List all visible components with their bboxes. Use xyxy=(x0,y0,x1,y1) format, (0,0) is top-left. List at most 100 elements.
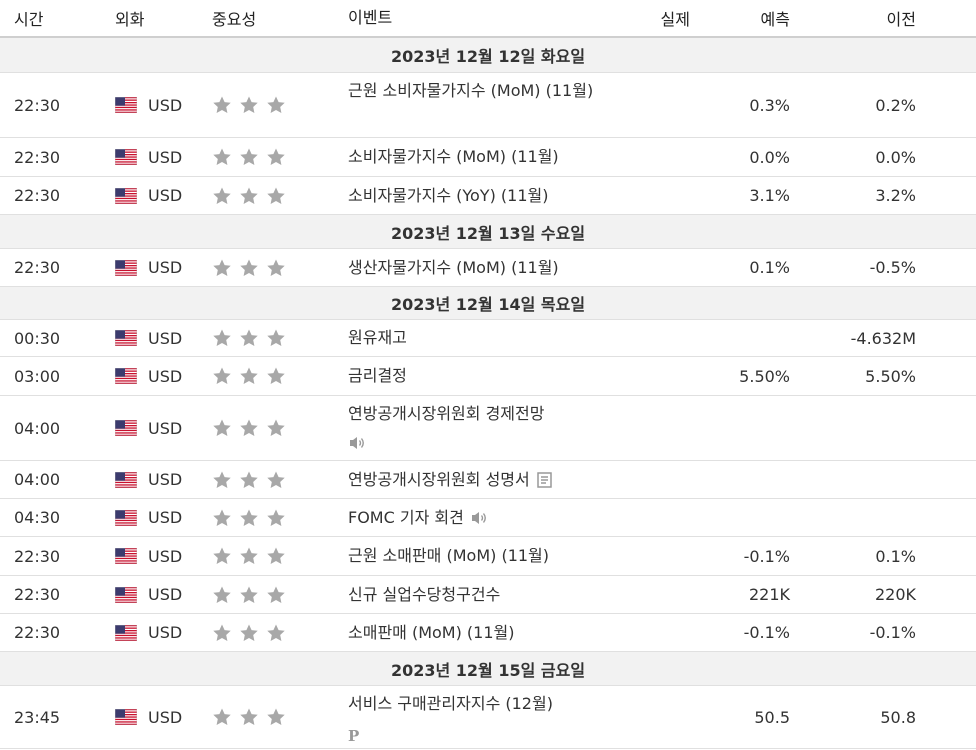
column-header: 외화 xyxy=(115,10,145,29)
flag xyxy=(115,249,137,286)
currency: USD xyxy=(148,328,183,348)
currency: USD xyxy=(148,707,183,727)
date-label: 2023년 12월 12일 화요일 xyxy=(390,47,586,66)
flag xyxy=(115,138,137,176)
forecast: 50.5 xyxy=(754,707,790,727)
audio-icon xyxy=(471,512,486,524)
previous: 5.50% xyxy=(865,366,916,386)
time: 22:30 xyxy=(14,546,61,566)
flag xyxy=(115,320,137,356)
forecast: 0.0% xyxy=(749,147,790,167)
date-row: 2023년 12월 15일 금요일 xyxy=(0,652,976,686)
importance-stars xyxy=(212,576,293,613)
date-row: 2023년 12월 12일 화요일 xyxy=(0,38,976,73)
currency: USD xyxy=(148,508,183,527)
time: 22:30 xyxy=(14,186,61,205)
importance-stars xyxy=(212,138,293,176)
event-cell: 연방공개시장위원회 경제전망 xyxy=(348,396,610,460)
time: 03:00 xyxy=(14,366,61,386)
audio-icon xyxy=(350,436,364,449)
event-name: 소매판매 (MoM) (11월) xyxy=(348,622,515,642)
flag xyxy=(115,73,137,137)
date-label: 2023년 12월 15일 금요일 xyxy=(390,660,586,680)
event-row: 22:30 USD 근원 소비자물가지수 (MoM) (11월) 0.3% 0.2% xyxy=(0,73,976,138)
event-cell: 연방공개시장위원회 성명서 xyxy=(348,461,610,498)
event-name: 서비스 구매관리자지수 (12월) xyxy=(348,694,553,713)
currency: USD xyxy=(148,418,183,438)
currency: USD xyxy=(148,186,183,205)
previous: 3.2% xyxy=(875,186,916,205)
flag xyxy=(115,461,137,498)
importance-stars xyxy=(212,614,293,651)
event-cell: 금리결정 xyxy=(348,357,610,395)
previous: 0.0% xyxy=(875,147,916,167)
forecast: 5.50% xyxy=(739,366,790,386)
flag xyxy=(115,357,137,395)
event-row: 22:30 USD 소비자물가지수 (MoM) (11월) 0.0% 0.0% xyxy=(0,138,976,177)
importance-stars xyxy=(212,537,293,575)
flag xyxy=(115,177,137,214)
event-row: 22:30 USD 신규 실업수당청구건수 221K 220K xyxy=(0,576,976,614)
currency: USD xyxy=(148,147,183,167)
event-row: 23:45 USD 서비스 구매관리자지수 (12월) P 50.5 50.8 xyxy=(0,686,976,749)
flag xyxy=(115,614,137,651)
event-row: 22:30 USD 소매판매 (MoM) (11월) -0.1% -0.1% xyxy=(0,614,976,652)
importance-stars xyxy=(212,73,293,137)
previous: 0.1% xyxy=(875,546,916,566)
previous: 220K xyxy=(874,585,916,604)
event-cell: 원유재고 xyxy=(348,320,610,356)
event-cell: 신규 실업수당청구건수 xyxy=(348,576,610,613)
importance-stars xyxy=(212,461,293,498)
event-cell: FOMC 기자 회견 xyxy=(348,499,610,536)
event-cell: 서비스 구매관리자지수 (12월) P xyxy=(348,686,610,748)
currency: USD xyxy=(148,623,183,642)
currency: USD xyxy=(148,366,183,386)
flag xyxy=(115,499,137,536)
event-name: 연방공개시장위원회 성명서 xyxy=(348,469,530,489)
previous: 0.2% xyxy=(875,95,916,115)
column-header: 중요성 xyxy=(212,10,257,29)
date-row: 2023년 12월 14일 목요일 xyxy=(0,287,976,320)
time: 04:00 xyxy=(14,418,61,438)
event-name: 소비자물가지수 (MoM) (11월) xyxy=(348,147,559,166)
event-row: 04:00 USD 연방공개시장위원회 경제전망 xyxy=(0,396,976,461)
preliminary-mark: P xyxy=(348,727,360,745)
time: 22:30 xyxy=(14,258,61,277)
event-row: 03:00 USD 금리결정 5.50% 5.50% xyxy=(0,357,976,396)
event-name: 소비자물가지수 (YoY) (11월) xyxy=(348,185,549,205)
forecast: 3.1% xyxy=(749,186,790,205)
forecast: 0.3% xyxy=(749,95,790,115)
currency: USD xyxy=(148,258,183,277)
importance-stars xyxy=(212,396,293,460)
column-header: 실제 xyxy=(660,10,690,29)
event-name: 금리결정 xyxy=(348,366,407,385)
event-name: 근원 소비자물가지수 (MoM) (11월) xyxy=(348,81,594,100)
importance-stars xyxy=(212,177,293,214)
flag xyxy=(115,396,137,460)
importance-stars xyxy=(212,686,293,748)
event-row: 04:30 USD FOMC 기자 회견 xyxy=(0,499,976,537)
date-row: 2023년 12월 13일 수요일 xyxy=(0,215,976,249)
event-name: 생산자물가지수 (MoM) (11월) xyxy=(348,257,559,277)
event-name: FOMC 기자 회견 xyxy=(348,507,464,527)
forecast: -0.1% xyxy=(743,546,790,566)
flag xyxy=(115,686,137,748)
event-name: 신규 실업수당청구건수 xyxy=(348,584,501,604)
currency: USD xyxy=(148,95,183,115)
event-row: 22:30 USD 소비자물가지수 (YoY) (11월) 3.1% 3.2% xyxy=(0,177,976,215)
event-row: 22:30 USD 생산자물가지수 (MoM) (11월) 0.1% -0.5% xyxy=(0,249,976,287)
previous: -0.1% xyxy=(869,623,916,642)
time: 22:30 xyxy=(14,95,61,115)
time: 04:30 xyxy=(14,508,61,527)
event-cell: 소비자물가지수 (YoY) (11월) xyxy=(348,177,610,214)
forecast: -0.1% xyxy=(743,623,790,642)
importance-stars xyxy=(212,357,293,395)
header-row: 시간 외화 중요성 이벤트 실제 예측 이전 xyxy=(0,0,976,38)
column-header: 시간 xyxy=(14,10,44,29)
time: 04:00 xyxy=(14,470,61,489)
time: 23:45 xyxy=(14,707,61,727)
event-cell: 생산자물가지수 (MoM) (11월) xyxy=(348,249,610,286)
previous: 50.8 xyxy=(880,707,916,727)
column-header: 예측 xyxy=(760,10,790,29)
